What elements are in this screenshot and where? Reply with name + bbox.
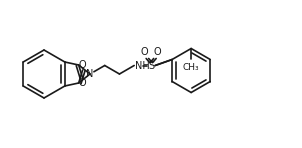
Text: O: O (79, 78, 86, 88)
Text: O: O (154, 46, 162, 57)
Text: N: N (86, 69, 94, 79)
Text: CH₃: CH₃ (183, 63, 200, 72)
Text: O: O (79, 60, 86, 70)
Text: NH: NH (135, 61, 150, 70)
Text: S: S (148, 61, 154, 70)
Text: O: O (141, 46, 149, 57)
